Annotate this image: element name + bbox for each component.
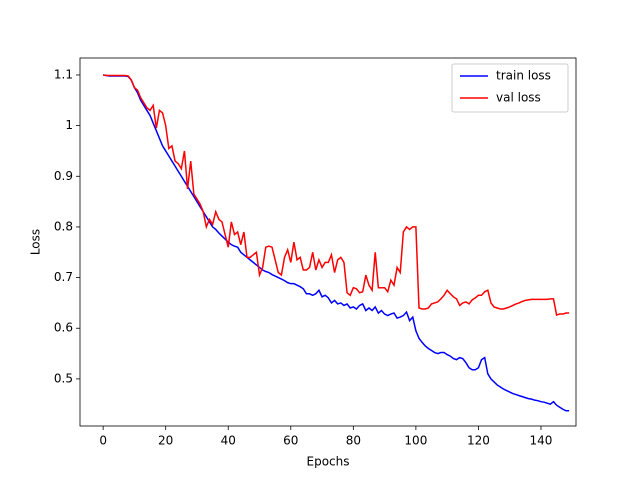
line-series bbox=[103, 74, 570, 412]
y-tick-label: 0.9 bbox=[54, 169, 73, 183]
y-axis-label: Loss bbox=[29, 229, 43, 255]
legend-label: train loss bbox=[496, 69, 551, 83]
x-tick-label: 120 bbox=[467, 434, 490, 448]
y-tick-label: 0.7 bbox=[54, 270, 73, 284]
legend-label: val loss bbox=[496, 91, 541, 105]
x-tick-label: 80 bbox=[346, 434, 361, 448]
x-tick-label: 140 bbox=[530, 434, 553, 448]
y-tick-label: 1 bbox=[65, 118, 73, 132]
y-tick-label: 0.5 bbox=[54, 371, 73, 385]
x-tick-label: 20 bbox=[158, 434, 173, 448]
x-tick-label: 40 bbox=[221, 434, 236, 448]
y-tick-label: 1.1 bbox=[54, 67, 73, 81]
x-tick-label: 0 bbox=[99, 434, 107, 448]
x-tick-label: 60 bbox=[283, 434, 298, 448]
y-tick-label: 0.8 bbox=[54, 219, 73, 233]
x-tick-label: 100 bbox=[404, 434, 427, 448]
line-series bbox=[103, 74, 570, 317]
y-tick-label: 0.6 bbox=[54, 321, 73, 335]
x-axis-label: Epochs bbox=[307, 455, 350, 469]
plot-frame bbox=[79, 57, 577, 427]
